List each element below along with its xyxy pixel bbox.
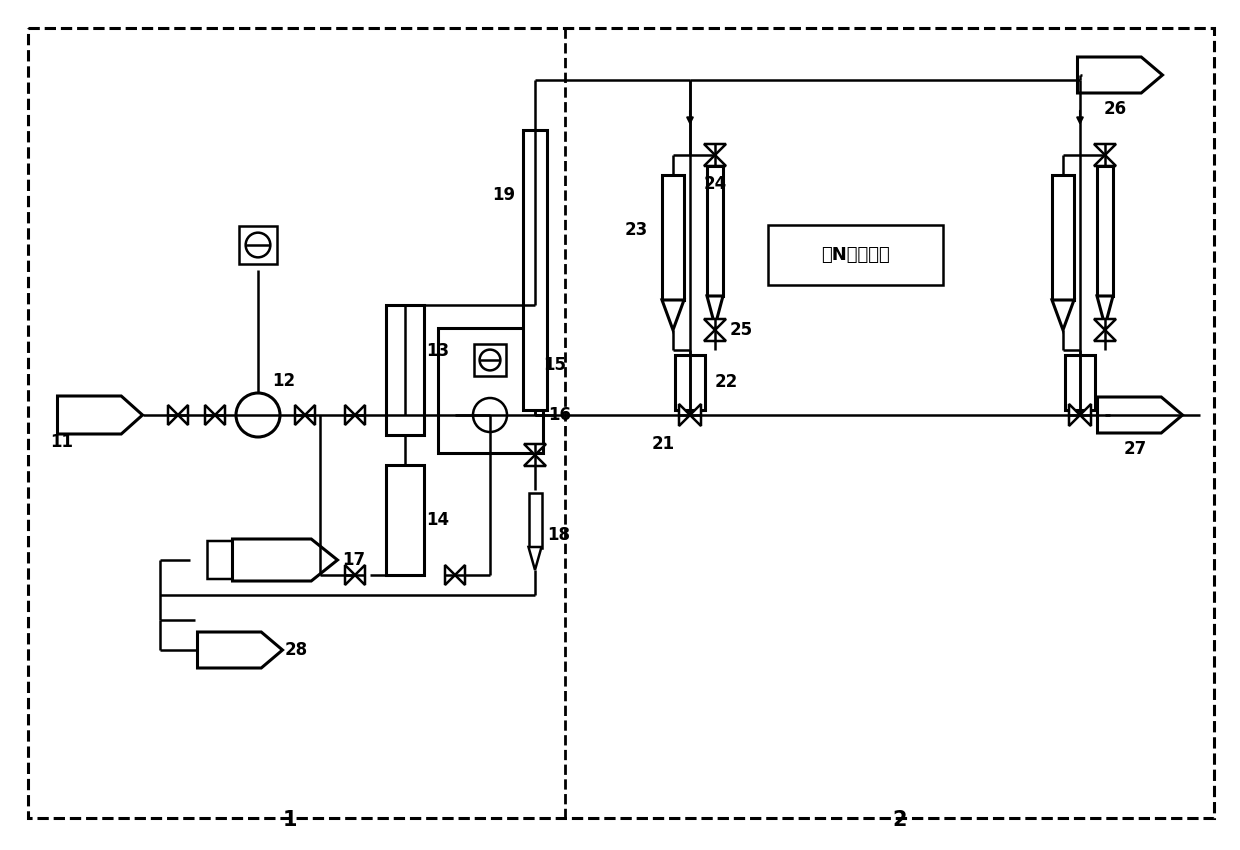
Polygon shape [1094, 155, 1116, 166]
Polygon shape [355, 565, 365, 585]
Circle shape [236, 393, 280, 437]
Polygon shape [1094, 144, 1116, 155]
Polygon shape [205, 405, 215, 425]
Bar [1065, 354, 1095, 410]
Text: 11: 11 [51, 433, 73, 451]
Text: 15: 15 [543, 356, 565, 374]
Polygon shape [525, 444, 546, 455]
Polygon shape [1097, 397, 1183, 433]
Text: 2: 2 [893, 810, 908, 830]
Polygon shape [197, 632, 283, 668]
Polygon shape [233, 539, 337, 581]
Bar [523, 130, 547, 410]
Bar [1097, 166, 1114, 296]
Polygon shape [355, 405, 365, 425]
Text: 17: 17 [342, 551, 365, 569]
Polygon shape [1080, 404, 1091, 426]
Text: 25: 25 [730, 321, 753, 339]
Text: 14: 14 [427, 511, 449, 529]
Polygon shape [704, 155, 725, 166]
Text: 1: 1 [283, 810, 298, 830]
Circle shape [480, 349, 501, 371]
Text: 13: 13 [427, 342, 449, 360]
Text: 26: 26 [1104, 100, 1127, 118]
Bar [707, 166, 723, 296]
Polygon shape [1097, 296, 1114, 326]
Polygon shape [295, 405, 305, 425]
Text: 21: 21 [652, 435, 675, 453]
Circle shape [472, 398, 507, 432]
Polygon shape [1069, 404, 1080, 426]
Bar [474, 344, 506, 376]
Polygon shape [167, 405, 179, 425]
Polygon shape [445, 565, 455, 585]
Text: 23: 23 [625, 221, 649, 239]
Bar [386, 305, 424, 435]
Text: 19: 19 [492, 186, 515, 204]
Polygon shape [707, 296, 723, 326]
Bar [239, 226, 277, 264]
Polygon shape [455, 565, 465, 585]
Polygon shape [345, 405, 355, 425]
Polygon shape [345, 565, 355, 585]
Circle shape [246, 233, 270, 258]
Polygon shape [680, 404, 689, 426]
Bar [386, 465, 424, 575]
Polygon shape [704, 319, 725, 330]
Bar [662, 175, 684, 300]
Polygon shape [1094, 330, 1116, 341]
Text: 18: 18 [547, 526, 570, 544]
Polygon shape [662, 300, 684, 330]
Polygon shape [57, 396, 143, 434]
Polygon shape [704, 144, 725, 155]
Polygon shape [525, 455, 546, 466]
Text: 28: 28 [285, 641, 308, 659]
Bar [1052, 175, 1074, 300]
Bar [438, 327, 543, 452]
Text: 24: 24 [703, 175, 727, 193]
Polygon shape [689, 404, 701, 426]
Text: 22: 22 [715, 373, 738, 391]
Text: 共N组吸附柱: 共N组吸附柱 [821, 246, 889, 264]
Polygon shape [528, 547, 542, 570]
Bar [528, 492, 542, 547]
Bar [675, 354, 706, 410]
Polygon shape [1052, 300, 1074, 330]
Polygon shape [1094, 319, 1116, 330]
Text: 27: 27 [1123, 440, 1147, 458]
Polygon shape [704, 330, 725, 341]
Text: 12: 12 [272, 372, 295, 390]
Text: 16: 16 [548, 406, 570, 424]
Polygon shape [215, 405, 224, 425]
Bar [768, 225, 942, 285]
Polygon shape [305, 405, 315, 425]
Polygon shape [1078, 57, 1163, 93]
Polygon shape [207, 541, 303, 579]
Polygon shape [179, 405, 188, 425]
